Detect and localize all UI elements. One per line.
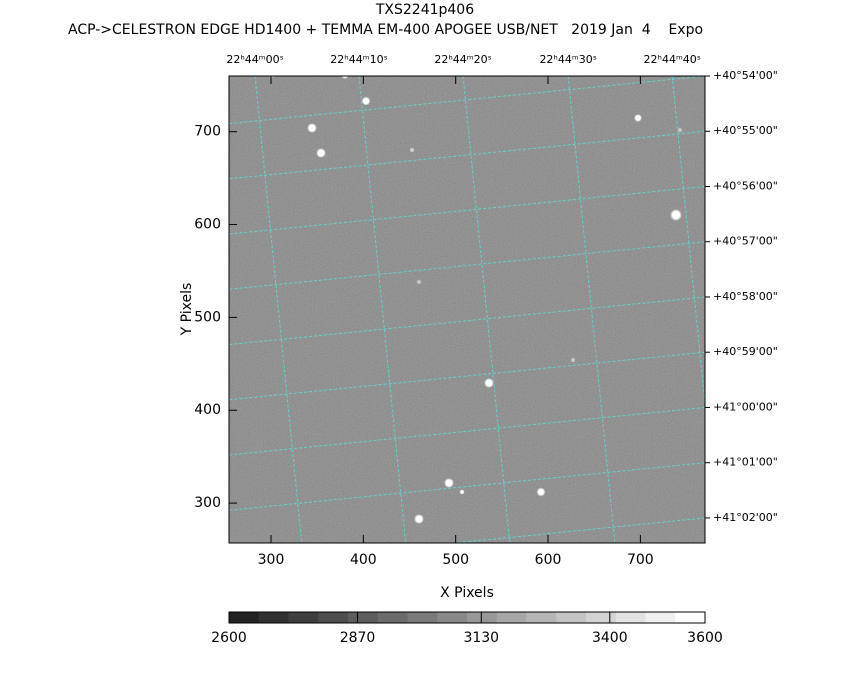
star	[341, 76, 349, 79]
colorbar-step	[556, 612, 587, 623]
x-tick-label: 600	[535, 552, 562, 568]
colorbar: 2600 2870 3130 3400 3600	[211, 611, 723, 646]
star	[316, 148, 326, 158]
dec-tick-label: +40°55'00"	[713, 124, 778, 137]
colorbar-step	[437, 612, 468, 623]
colorbar-step	[229, 612, 260, 623]
dec-tick-label: +41°00'00"	[713, 400, 778, 413]
colorbar-step	[467, 612, 498, 623]
ra-tick-label: 22ʰ44ᵐ10ˢ	[330, 53, 387, 66]
dec-tick-label: +41°02'00"	[713, 511, 778, 524]
colorbar-step	[645, 612, 676, 623]
star	[484, 378, 494, 388]
x-tick-label: 400	[350, 552, 377, 568]
colorbar-step	[377, 612, 408, 623]
y-tick-label: 300	[194, 495, 221, 511]
ra-grid-line	[254, 76, 303, 543]
dec-tick-label: +40°57'00"	[713, 235, 778, 248]
ra-grid-line	[358, 76, 407, 543]
ra-tick-label: 22ʰ44ᵐ40ˢ	[644, 53, 701, 66]
colorbar-step	[318, 612, 349, 623]
y-tick-label: 500	[194, 309, 221, 325]
y-tick-label: 600	[194, 217, 221, 233]
star	[361, 96, 371, 106]
y-tick-label: 700	[194, 124, 221, 140]
star	[677, 127, 683, 133]
plot-frame	[228, 75, 706, 544]
y-axis-label: Y Pixels	[179, 283, 195, 337]
sky-image	[228, 75, 706, 544]
dec-tick-label: +40°54'00"	[713, 69, 778, 82]
dec-tick-label: +40°59'00"	[713, 345, 778, 358]
colorbar-step	[675, 612, 706, 623]
star	[307, 123, 317, 133]
star	[414, 514, 424, 524]
star	[409, 147, 415, 153]
chart-subtitle: ACP->CELESTRON EDGE HD1400 + TEMMA EM-40…	[68, 22, 703, 38]
y-tick-label: 400	[194, 402, 221, 418]
ra-tick-label: 22ʰ44ᵐ30ˢ	[539, 53, 596, 66]
star	[444, 478, 454, 488]
colorbar-tick-label: 3600	[687, 630, 723, 646]
colorbar-step	[288, 612, 319, 623]
x-tick-label: 500	[442, 552, 469, 568]
colorbar-tick-label: 3400	[592, 630, 628, 646]
colorbar-tick-label: 3130	[463, 630, 499, 646]
x-tick-label: 700	[627, 552, 654, 568]
ra-tick-label: 22ʰ44ᵐ20ˢ	[434, 53, 491, 66]
ra-grid-line	[567, 76, 616, 543]
ra-grid-line	[462, 76, 511, 543]
dec-tick-label: +41°01'00"	[713, 456, 778, 469]
colorbar-step	[496, 612, 527, 623]
coordinate-grid	[229, 76, 705, 543]
colorbar-tick-label: 2870	[340, 630, 376, 646]
image-noise	[229, 76, 705, 543]
x-tick-label: 300	[258, 552, 285, 568]
colorbar-step	[615, 612, 646, 623]
star	[536, 487, 546, 497]
star	[459, 489, 465, 495]
ra-tick-label: 22ʰ44ᵐ00ˢ	[226, 53, 283, 66]
colorbar-step	[348, 612, 379, 623]
x-axis-label: X Pixels	[440, 585, 494, 601]
chart-title: TXS2241p406	[375, 2, 474, 18]
colorbar-step	[258, 612, 289, 623]
colorbar-step	[526, 612, 557, 623]
colorbar-step	[407, 612, 438, 623]
dec-tick-label: +40°56'00"	[713, 179, 778, 192]
colorbar-step	[586, 612, 617, 623]
dec-tick-label: +40°58'00"	[713, 290, 778, 303]
star	[670, 209, 682, 221]
stars	[267, 76, 683, 524]
star	[634, 114, 642, 122]
star	[570, 357, 576, 363]
star	[416, 279, 422, 285]
colorbar-tick-label: 2600	[211, 630, 247, 646]
